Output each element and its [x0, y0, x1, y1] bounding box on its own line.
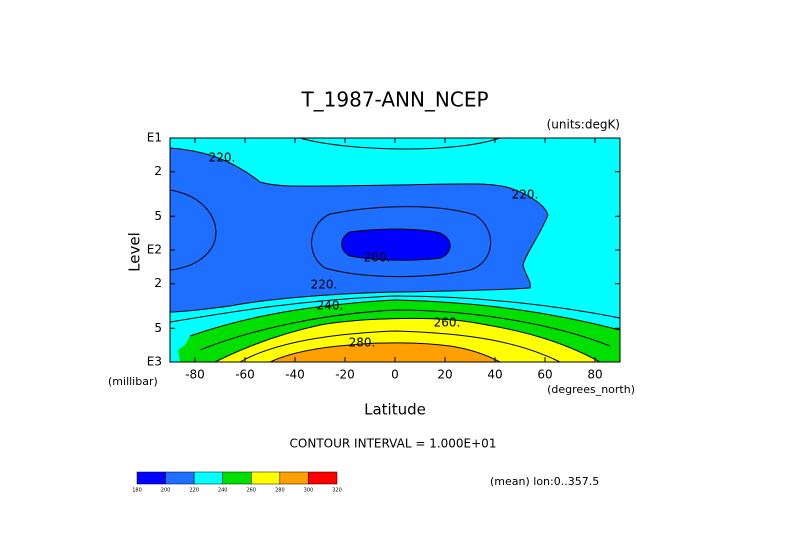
colorbar-label: 180 [132, 488, 142, 494]
y-tick-label: E3 [147, 355, 162, 369]
units-label: (units:degK) [547, 118, 620, 132]
colorbar-cell [193, 471, 223, 485]
colorbar-label: 300 [304, 488, 314, 494]
colorbar-cell [222, 471, 252, 485]
colorbar-label: 240 [218, 488, 228, 494]
fill-region [341, 229, 451, 261]
contour-line [169, 147, 549, 313]
contour-line [269, 342, 501, 363]
colorbar-cell [251, 471, 281, 485]
y-tick-label: 5 [154, 321, 162, 335]
colorbar-label: 320 [332, 488, 342, 494]
footnote: (mean) lon:0..357.5 [490, 475, 599, 488]
y-axis-label: Level [126, 232, 144, 272]
contour-label: 280. [349, 336, 376, 350]
contour-label: 220. [311, 278, 338, 292]
chart-title: T_1987-ANN_NCEP [300, 88, 488, 112]
colorbar-cell [165, 471, 195, 485]
x-tick-label: -40 [285, 368, 305, 382]
fill-region [170, 148, 548, 312]
colorbar-cell [308, 471, 338, 485]
contour-fills [170, 138, 620, 362]
contour-line [311, 206, 491, 278]
contour-label: 240. [317, 299, 344, 313]
x-tick-label: 80 [587, 368, 602, 382]
y-tick-label: 2 [154, 276, 162, 290]
colorbar-label: 280 [275, 488, 285, 494]
colorbar-label: 200 [161, 488, 171, 494]
x-tick-label: 0 [391, 368, 399, 382]
contour-lines [169, 137, 621, 363]
contour-label: 220. [512, 188, 539, 202]
contour-line [299, 137, 501, 150]
x-tick-label: -20 [335, 368, 355, 382]
x-units: (degrees_north) [547, 383, 635, 396]
x-axis-label: Latitude [364, 401, 426, 419]
x-tick-label: -60 [235, 368, 255, 382]
y-tick-label: 2 [154, 164, 162, 178]
y-tick-label: E2 [147, 243, 162, 257]
y-tick-label: 5 [154, 209, 162, 223]
y-units: (millibar) [108, 375, 158, 388]
x-tick-label: -80 [185, 368, 205, 382]
contour-label: 200. [364, 251, 391, 265]
contour-label: 220. [209, 151, 236, 165]
x-tick-label: 60 [537, 368, 552, 382]
x-tick-label: 40 [487, 368, 502, 382]
colorbar-label: 220 [189, 488, 199, 494]
contour-line [341, 228, 451, 261]
colorbar-cell [279, 471, 309, 485]
y-tick-label: E1 [147, 131, 162, 145]
colorbar-cell [136, 471, 166, 485]
contour-line [189, 299, 621, 337]
x-tick-label: 20 [437, 368, 452, 382]
contour-label: 260. [434, 316, 461, 330]
contour-interval: CONTOUR INTERVAL = 1.000E+01 [290, 437, 497, 451]
contour-line [199, 309, 611, 351]
contour-line [169, 295, 621, 323]
contour-line [214, 317, 601, 363]
contour-line [169, 189, 217, 271]
colorbar-label: 260 [247, 488, 257, 494]
contour-line [239, 330, 561, 363]
